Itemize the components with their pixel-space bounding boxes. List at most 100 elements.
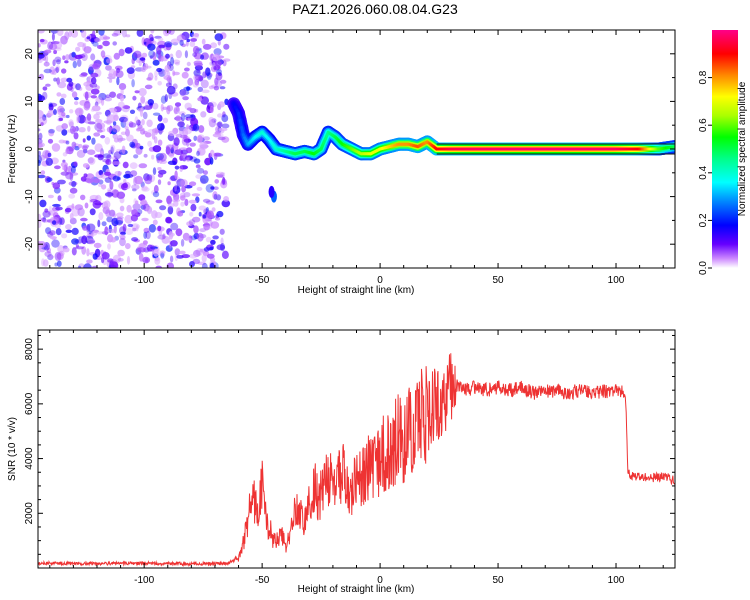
noise-blob (158, 169, 167, 175)
noise-blob (45, 157, 53, 166)
noise-blob (38, 95, 45, 102)
noise-blob (98, 30, 105, 36)
noise-blob (202, 214, 207, 219)
noise-blob (161, 235, 170, 244)
noise-blob (108, 78, 113, 83)
noise-blob (87, 125, 91, 132)
noise-blob (164, 94, 168, 103)
noise-blob (52, 203, 61, 207)
noise-blob (220, 237, 224, 246)
noise-blob (146, 119, 153, 128)
noise-blob (78, 143, 83, 149)
noise-blob (74, 54, 83, 60)
noise-blob (41, 258, 45, 267)
y-tick-label: 6000 (24, 392, 35, 415)
noise-blob (160, 250, 166, 254)
noise-blob (47, 138, 54, 144)
noise-blob (197, 134, 205, 140)
noise-blob (202, 43, 212, 50)
noise-blob (188, 219, 196, 226)
noise-blob (71, 51, 76, 58)
noise-blob (152, 51, 157, 61)
noise-blob (175, 49, 182, 59)
noise-blob (179, 89, 187, 96)
noise-blob (70, 165, 76, 174)
noise-blob (182, 96, 189, 101)
noise-blob (174, 102, 182, 107)
noise-blob (73, 132, 79, 140)
noise-blob (221, 114, 229, 123)
noise-blob (125, 128, 130, 137)
noise-blob (152, 191, 160, 198)
noise-blob (100, 135, 106, 139)
noise-blob (83, 102, 91, 111)
noise-blob (220, 243, 225, 252)
noise-blob (179, 165, 183, 172)
noise-blob (160, 159, 167, 164)
noise-blob (47, 210, 56, 216)
noise-blob (139, 57, 146, 61)
noise-blob (80, 176, 87, 182)
noise-blob (199, 228, 207, 233)
noise-blob (89, 208, 96, 216)
noise-blob (62, 140, 69, 144)
noise-blob (52, 220, 57, 225)
noise-blob (131, 79, 135, 88)
noise-blob (135, 225, 139, 232)
noise-blob (104, 171, 112, 176)
noise-blob (91, 137, 96, 145)
noise-blob (159, 152, 167, 162)
noise-blob (122, 223, 127, 232)
bottom-x-axis: -100 -50 0 50 100 (49, 330, 664, 586)
noise-blob (49, 66, 56, 75)
noise-blob (206, 210, 214, 219)
noise-blob (45, 83, 51, 87)
noise-blob (209, 262, 215, 268)
noise-blob (74, 146, 80, 151)
noise-blob (68, 193, 76, 199)
noise-blob (125, 170, 131, 175)
noise-blob (212, 62, 216, 68)
noise-blob (175, 115, 181, 122)
snr-frame (37, 329, 676, 569)
noise-blob (152, 167, 157, 176)
noise-blob (38, 128, 41, 132)
noise-blob (125, 243, 131, 250)
noise-blob (86, 248, 90, 257)
noise-blob (72, 60, 78, 69)
noise-blob (74, 204, 84, 211)
noise-blob (134, 175, 143, 185)
noise-blob (141, 185, 148, 191)
noise-blob (148, 50, 156, 59)
noise-blob (122, 182, 128, 189)
noise-blob (69, 172, 79, 176)
noise-blob (60, 77, 69, 83)
noise-blob (61, 68, 67, 74)
noise-blob (39, 199, 47, 208)
noise-blob (44, 49, 52, 54)
noise-blob (94, 143, 103, 153)
noise-blob (116, 191, 126, 199)
noise-blob (175, 133, 183, 138)
colorbar-tick-label: 0.4 (698, 165, 709, 179)
noise-blob (198, 125, 205, 133)
noise-blob (189, 156, 198, 162)
noise-blob (178, 250, 186, 255)
noise-blob (73, 161, 78, 166)
noise-blob (189, 142, 196, 147)
noise-blob (133, 50, 142, 58)
noise-blob (159, 205, 167, 211)
noise-blob (165, 216, 173, 224)
noise-blob (48, 255, 54, 259)
noise-blob (85, 83, 94, 91)
noise-blob (53, 77, 58, 82)
noise-blob (55, 65, 61, 72)
noise-blob (51, 69, 57, 75)
noise-blob (56, 260, 62, 267)
noise-blob (189, 41, 196, 47)
noise-blob (60, 171, 69, 176)
noise-blob (189, 31, 194, 38)
noise-blob (86, 135, 92, 141)
noise-blob (47, 109, 55, 116)
noise-blob (113, 151, 122, 160)
